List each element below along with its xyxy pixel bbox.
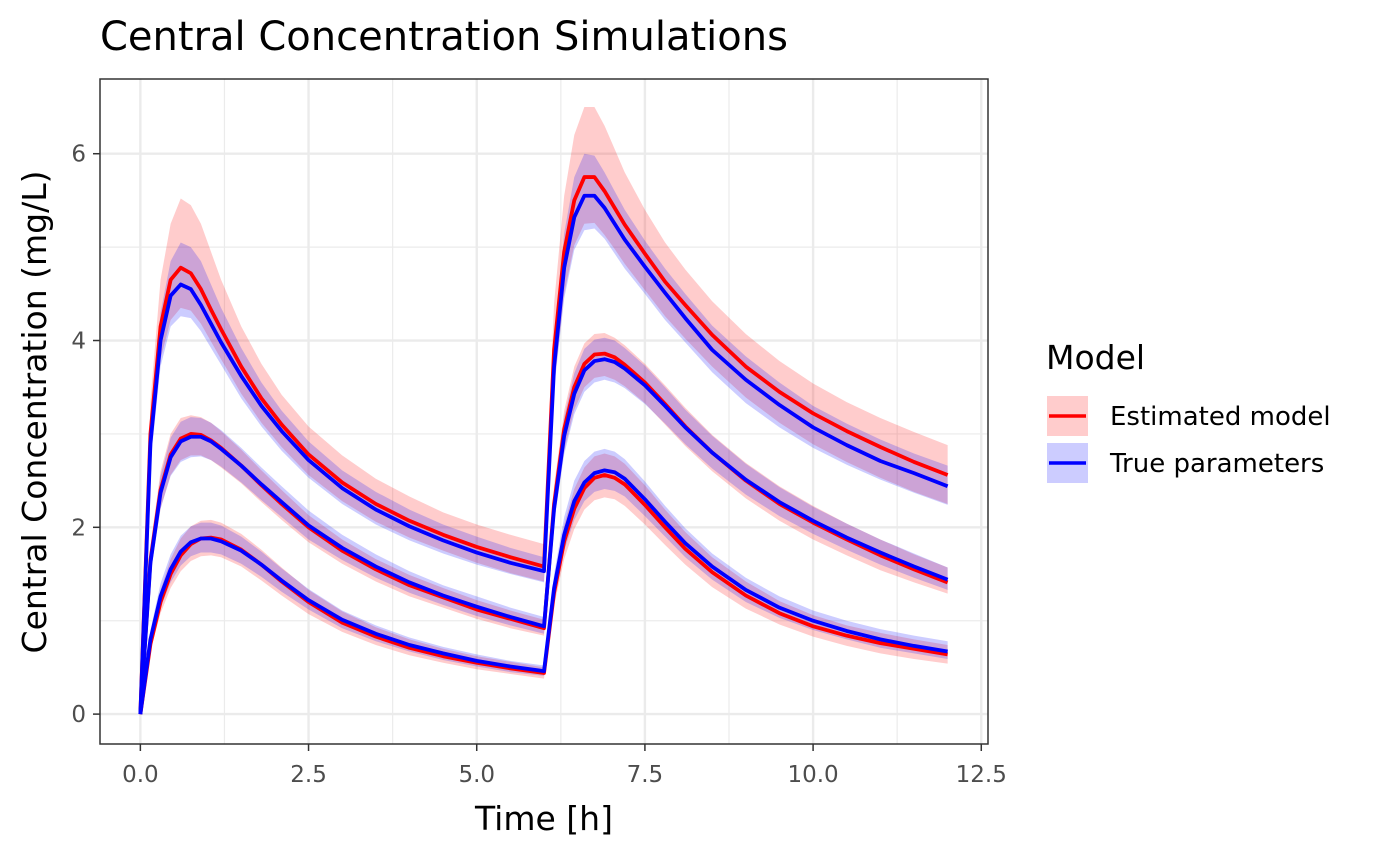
line-layer [138, 175, 949, 715]
y-axis-title: Central Concentration (mg/L) [15, 171, 54, 654]
x-axis-title: Time [h] [474, 799, 613, 838]
legend-title: Model [1046, 338, 1145, 377]
y-tick-label: 6 [71, 142, 86, 168]
x-tick-label: 7.5 [627, 762, 664, 788]
panel-border [99, 78, 989, 745]
legend-item-estimated: Estimated model [1047, 396, 1331, 436]
line-low-true [138, 468, 948, 715]
x-tick-label: 2.5 [290, 762, 327, 788]
y-tick-label: 0 [71, 702, 86, 728]
x-tick-label: 5.0 [458, 762, 495, 788]
x-axis: 0.0 2.5 5.0 7.5 10.0 12.5 [122, 744, 1007, 788]
chart-title: Central Concentration Simulations [100, 14, 788, 60]
y-tick-label: 4 [71, 329, 86, 355]
legend-label-true: True parameters [1109, 449, 1324, 479]
minor-gridlines [100, 79, 988, 744]
x-tick-label: 10.0 [787, 762, 838, 788]
legend: Model Estimated model True parameters [1046, 338, 1331, 483]
line-mid-true [138, 357, 949, 715]
ribbon-high-true [140, 153, 948, 715]
x-tick-label: 12.5 [956, 762, 1007, 788]
legend-item-true: True parameters [1047, 443, 1324, 483]
plot-panel [99, 78, 989, 745]
y-axis: 0 2 4 6 [71, 142, 100, 728]
ribbon-mid-true [140, 337, 948, 715]
line-high-true [138, 193, 949, 715]
legend-label-estimated: Estimated model [1110, 402, 1331, 432]
x-tick-label: 0.0 [122, 762, 159, 788]
y-tick-label: 2 [71, 515, 86, 541]
